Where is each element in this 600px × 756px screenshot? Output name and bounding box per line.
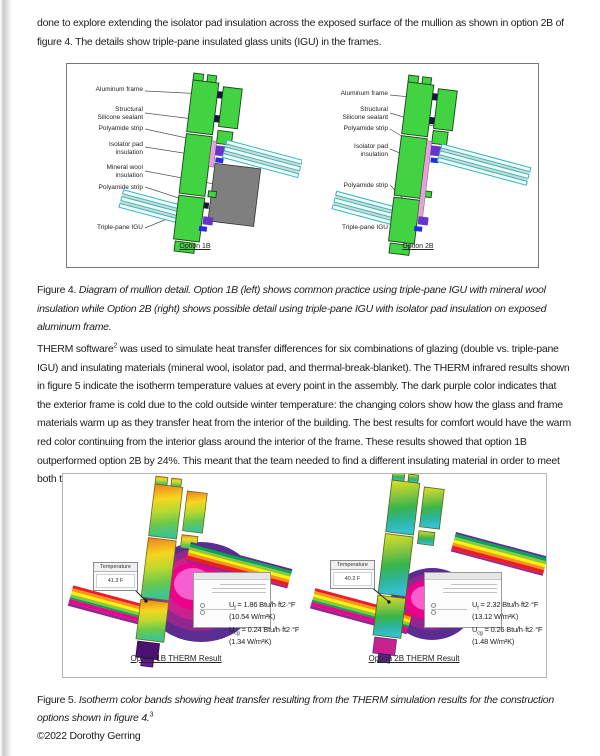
figure4-caption-label: Figure 4. (37, 284, 77, 296)
figure4-option2b: Aluminum frame Structural Silicone seala… (302, 64, 538, 267)
footnote-3: 3 (149, 711, 154, 718)
therm-caption-2b: Option 2B THERM Result (368, 654, 460, 663)
page-edge-shadow (0, 0, 12, 756)
label-polyamide-lower: Polyamide strip (98, 184, 143, 191)
label-polyamide-lower: Polyamide strip (343, 182, 388, 189)
figure4-option1b: Aluminum frame Structural Silicone seala… (67, 64, 302, 267)
mullion-assembly (172, 72, 262, 254)
uvalue-annotation-2b: Uf = 2.32 Btu/h·ft2·°F (13.12 W/m²K) Ucg… (472, 599, 554, 648)
figure5-box: Temperature 41.3 F Uf = 1.86 Btu/h·ft2·°… (62, 473, 547, 678)
copyright-line: ©2022 Dorothy Gerring (37, 730, 141, 742)
paragraph-therm: THERM software2 was used to simulate hea… (37, 340, 572, 489)
tooltip-value: 41.3 F (96, 574, 135, 588)
label-silicone-sealant: Structural Silicone sealant (342, 106, 388, 121)
temperature-tooltip-2b: Temperature 40.2 F (330, 560, 375, 589)
paragraph-therm-post: was used to simulate heat transfer diffe… (37, 343, 571, 486)
mullion-diagram-1b (118, 72, 302, 254)
polyamide-strips (203, 91, 223, 209)
paragraph-intro: done to explore extending the isolator p… (37, 17, 564, 48)
label-silicone-sealant: Structural Silicone sealant (97, 106, 143, 121)
label-polyamide-upper: Polyamide strip (98, 125, 143, 132)
u-frame-rest: = 1.86 Btu/h·ft2·°F (235, 600, 296, 609)
figure5-caption: Figure 5. Isotherm color bands showing h… (37, 692, 567, 727)
u-glass-rest: = 0.24 Btu/h·ft2·°F (239, 624, 300, 634)
figure5-option1b: Temperature 41.3 F Uf = 1.86 Btu/h·ft2·°… (63, 474, 304, 677)
figure4-caption: Figure 4. Diagram of mullion detail. Opt… (37, 281, 567, 337)
glass-bands-upper (450, 532, 546, 576)
label-triple-pane-igu: Triple-pane IGU (342, 224, 388, 231)
label-triple-pane-igu: Triple-pane IGU (97, 224, 143, 231)
u-frame-rest: = 2.32 Btu/h·ft2·°F (478, 600, 539, 609)
u-frame-sub: f (477, 605, 479, 612)
therm-ufactor-dialog-2b (424, 572, 502, 628)
triple-pane-igu-upper (221, 139, 302, 179)
paragraph-therm-pre: THERM software (37, 343, 114, 355)
u-frame-sub: f (234, 605, 236, 612)
figure4-box: Aluminum frame Structural Silicone seala… (66, 63, 539, 268)
tooltip-value: 40.2 F (333, 572, 372, 586)
uvalue-annotation-1b: Uf = 1.86 Btu/h·ft2·°F (10.54 W/m²K) Ucg… (229, 599, 311, 648)
label-aluminum-frame: Aluminum frame (95, 86, 143, 93)
mullion-isotherm (135, 475, 208, 668)
label-isolator-pad: Isolator pad insulation (354, 143, 388, 158)
u-frame-metric: (13.12 W/m²K) (472, 612, 519, 622)
u-glass-rest: = 0.26 Btu/h·ft2·°F (482, 624, 543, 634)
temperature-tooltip-1b: Temperature 41.3 F (93, 562, 138, 591)
option1b-caption: Option 1B (179, 243, 211, 250)
therm-ufactor-dialog-1b (193, 572, 271, 628)
u-glass-sub: cg (234, 630, 240, 637)
triple-pane-igu-upper (436, 143, 532, 186)
tooltip-title: Temperature (331, 561, 374, 570)
label-polyamide-upper: Polyamide strip (343, 125, 388, 132)
label-isolator-pad: Isolator pad insulation (109, 141, 143, 156)
u-glass-metric: (1.34 W/m²K) (229, 636, 272, 646)
mullion-assembly (387, 74, 458, 256)
option2b-caption: Option 2B (402, 243, 434, 250)
figure5-caption-label: Figure 5. (37, 694, 77, 706)
tooltip-title: Temperature (94, 563, 137, 572)
u-glass-metric: (1.48 W/m²K) (472, 636, 515, 646)
u-glass-sub: cg (477, 630, 483, 637)
figure5-caption-text: Isotherm color bands showing heat transf… (37, 694, 554, 724)
therm-caption-1b: Option 1B THERM Result (130, 654, 222, 663)
mullion-isotherm (372, 474, 445, 664)
label-mineral-wool: Mineral wool insulation (106, 164, 144, 179)
figure5-option2b: Temperature 40.2 F Uf = 2.32 Btu/h·ft2·°… (304, 474, 546, 677)
footnote-2: 2 (113, 342, 118, 350)
mullion-diagram-2b (331, 74, 532, 256)
u-frame: U (472, 600, 478, 609)
u-frame-metric: (10.54 W/m²K) (229, 612, 276, 622)
u-frame: U (229, 600, 235, 609)
figure4-caption-text: Diagram of mullion detail. Option 1B (le… (37, 284, 547, 334)
u-glass: U (472, 624, 478, 634)
label-aluminum-frame: Aluminum frame (340, 90, 388, 97)
u-glass: U (229, 624, 235, 634)
